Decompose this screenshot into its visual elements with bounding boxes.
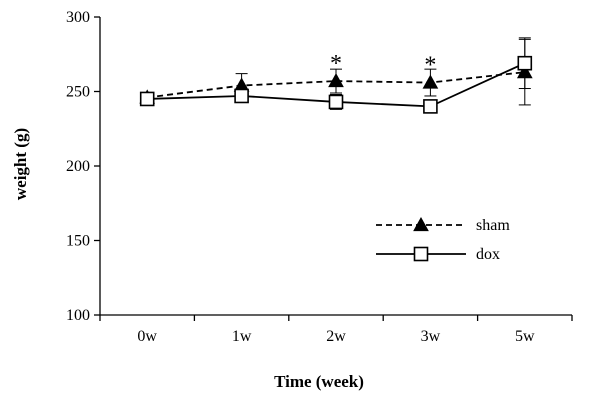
series-line-sham xyxy=(147,71,525,99)
data-point-dox xyxy=(328,94,344,110)
data-point-sham xyxy=(328,73,344,88)
legend-label-dox: dox xyxy=(476,246,500,263)
x-tick-label: 2w xyxy=(326,328,346,345)
legend-entry-dox: dox xyxy=(376,246,500,263)
legend-marker-dox xyxy=(413,246,429,262)
y-axis-title: weight (g) xyxy=(11,128,30,200)
y-tick-label: 100 xyxy=(66,307,90,324)
y-tick-label: 200 xyxy=(66,158,90,175)
legend-entry-sham: sham xyxy=(376,216,510,234)
data-point-dox xyxy=(139,91,155,107)
data-point-sham xyxy=(422,74,439,89)
x-tick-label: 0w xyxy=(137,328,157,345)
data-point-dox xyxy=(423,99,438,114)
legend-marker-sham xyxy=(413,216,429,232)
chart-legend: sham dox xyxy=(376,216,510,263)
legend-label-sham: sham xyxy=(476,217,510,234)
chart-annotations: * * xyxy=(330,51,436,78)
significance-marker: * xyxy=(424,53,436,79)
y-tick-label: 300 xyxy=(66,9,90,26)
chart-series xyxy=(139,37,533,114)
y-tick-label: 150 xyxy=(66,233,90,250)
x-tick-label: 1w xyxy=(232,328,252,345)
series-dox xyxy=(139,37,533,114)
x-axis-title: Time (week) xyxy=(274,372,364,391)
data-point-dox xyxy=(517,55,533,71)
x-tick-label: 5w xyxy=(515,328,535,345)
data-point-dox xyxy=(234,88,249,104)
chart-ticks: 100 150 200 250 300 0w 1w 2w 3w 5w xyxy=(66,9,573,345)
significance-marker: * xyxy=(330,51,342,77)
y-tick-label: 250 xyxy=(66,84,90,101)
x-tick-label: 3w xyxy=(421,328,441,345)
